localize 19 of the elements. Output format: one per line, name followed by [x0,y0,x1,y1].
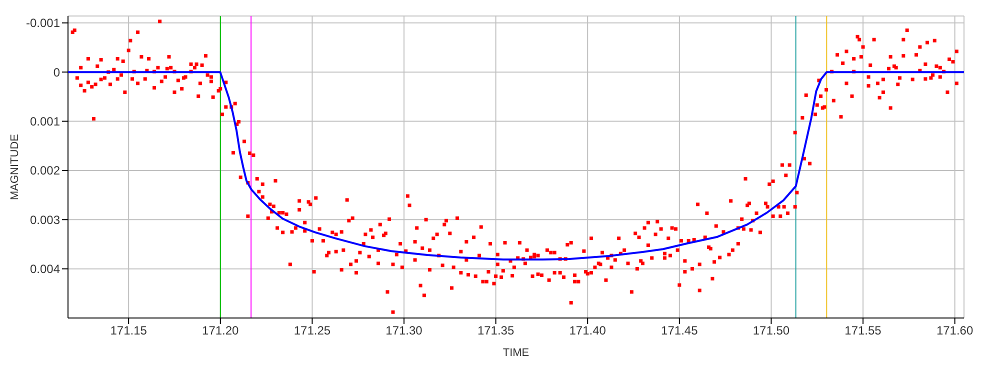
y-tick-label: 0.003 [30,212,60,227]
y-tick-label: 0.004 [30,262,60,276]
x-tick-label: 171.55 [844,324,882,338]
y-tick-label: 0.002 [30,164,60,178]
line-series [68,71,964,260]
x-tick-label: 171.15 [110,324,148,338]
x-tick-label: 171.50 [752,324,790,338]
x-tick-label: 171.60 [936,324,974,338]
x-tick-label: 171.40 [569,324,606,338]
x-tick-label: 171.25 [294,324,331,338]
y-tick-label: 0 [53,65,60,80]
y-tick-label: -0.001 [26,16,60,30]
x-axis-title: TIME [502,347,530,359]
y-tick-label: 0.001 [30,114,60,129]
x-tick-label: 171.30 [386,324,423,338]
x-tick-label: 171.45 [661,324,698,338]
y-axis-title: MAGNITUDE [8,134,21,200]
x-tick-label: 171.35 [477,324,514,338]
x-tick-label: 171.20 [202,324,240,338]
